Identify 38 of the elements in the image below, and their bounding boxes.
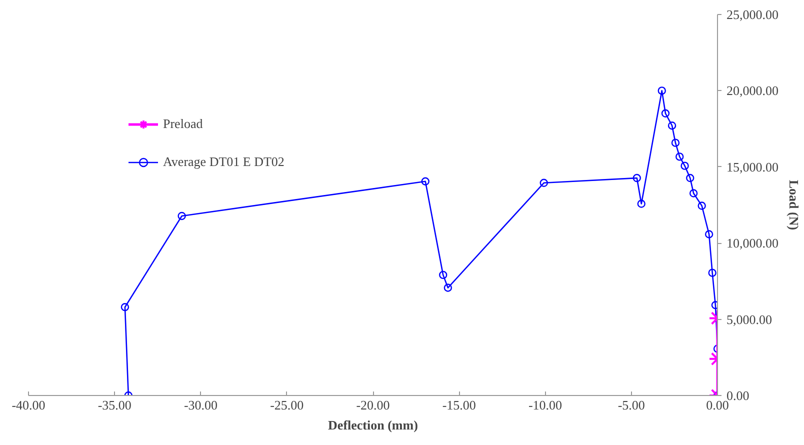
point — [120, 303, 130, 312]
y-tick-label: 25,000.00 — [726, 7, 778, 22]
x-tick-label: -20.00 — [356, 398, 390, 412]
point — [698, 202, 706, 210]
point — [680, 162, 689, 170]
y-tick-label: 15,000.00 — [726, 159, 778, 174]
x-tick-label: -35.00 — [98, 398, 132, 412]
point — [439, 270, 448, 280]
x-tick-label: -30.00 — [184, 398, 218, 412]
legend-label: Preload — [163, 116, 203, 132]
point — [689, 189, 698, 198]
y-tick-label: 5,000.00 — [726, 312, 772, 327]
point — [658, 86, 666, 95]
x-tick-label: -25.00 — [270, 398, 304, 412]
point — [637, 200, 646, 208]
point — [671, 138, 680, 147]
point — [686, 174, 694, 182]
point — [668, 122, 676, 130]
y-axis-title: Load (N) — [786, 180, 802, 230]
legend-label: Average DT01 E DT02 — [163, 154, 284, 170]
x-tick-label: -40.00 — [12, 398, 46, 412]
x-tick-label: 0.00 — [706, 398, 729, 412]
x-tick-label: -10.00 — [528, 398, 562, 412]
point — [708, 268, 716, 277]
point — [704, 230, 714, 238]
point — [540, 178, 548, 187]
point — [444, 284, 452, 292]
y-tick-label: 20,000.00 — [726, 83, 778, 98]
point — [178, 212, 186, 220]
point — [676, 152, 684, 161]
point — [661, 109, 670, 118]
point — [421, 177, 430, 186]
x-tick-label: -15.00 — [442, 398, 476, 412]
x-tick-label: -5.00 — [618, 398, 645, 412]
x-axis-title: Deflection (mm) — [328, 418, 418, 432]
y-tick-label: 10,000.00 — [726, 236, 778, 251]
y-tick-label: 0.00 — [726, 388, 750, 403]
point — [632, 174, 641, 182]
